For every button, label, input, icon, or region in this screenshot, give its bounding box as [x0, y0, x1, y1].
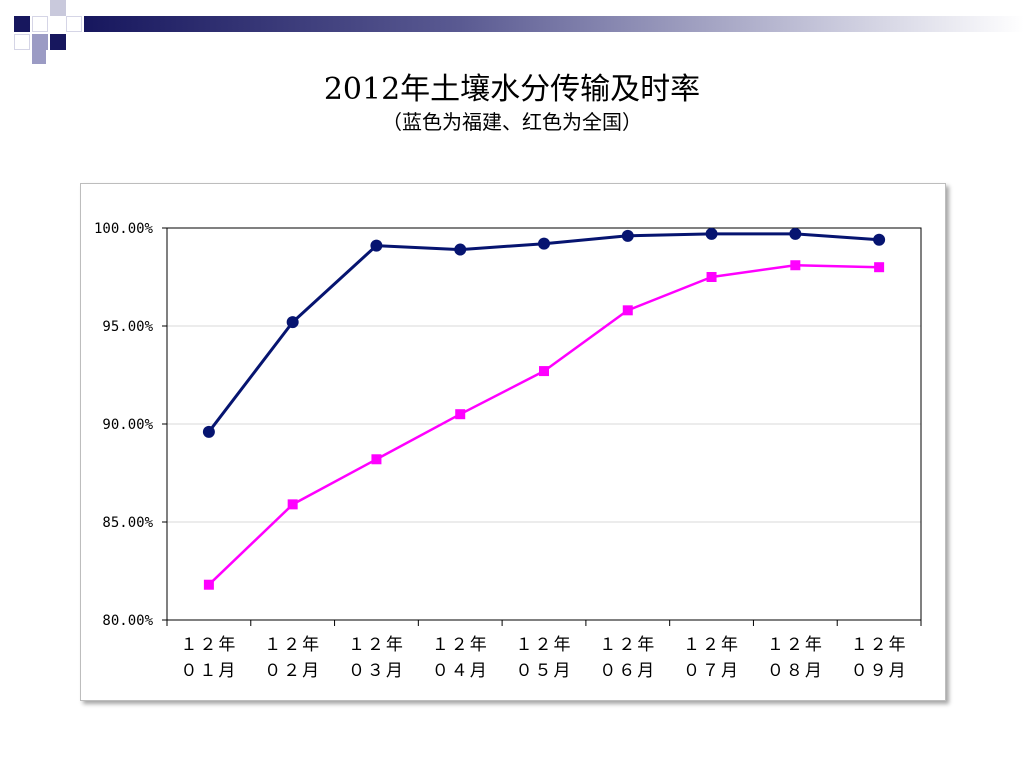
data-point-fujian — [202, 425, 215, 438]
x-tick-label: １２年 — [516, 635, 573, 655]
data-point-national — [203, 579, 214, 590]
x-tick-label: １２年 — [683, 635, 740, 655]
x-tick-label: ０５月 — [516, 661, 573, 681]
x-tick-label: １２年 — [348, 635, 405, 655]
data-point-national — [622, 305, 633, 316]
x-tick-label: １２年 — [599, 635, 656, 655]
data-point-fujian — [621, 229, 634, 242]
x-tick-label: １２年 — [264, 635, 321, 655]
x-tick-label: １２年 — [432, 635, 489, 655]
decor-square — [32, 16, 48, 32]
x-tick-label: ０４月 — [432, 661, 489, 681]
slide-subtitle: （蓝色为福建、红色为全国） — [382, 110, 642, 134]
data-point-national — [790, 260, 801, 271]
decor-square — [32, 34, 48, 50]
x-tick-label: １２年 — [767, 635, 824, 655]
decor-square — [14, 16, 30, 32]
chart-frame — [80, 183, 946, 701]
data-point-fujian — [370, 239, 383, 252]
x-tick-label: ０９月 — [851, 661, 908, 681]
x-tick-label: ０１月 — [180, 661, 237, 681]
decor-square — [32, 50, 46, 64]
plot-area — [166, 227, 922, 621]
data-point-national — [287, 499, 298, 510]
data-point-national — [874, 262, 885, 273]
series-line-national — [208, 263, 880, 586]
decor-square — [50, 0, 66, 16]
decor-square — [66, 16, 82, 32]
x-tick-label: ０３月 — [348, 661, 405, 681]
data-point-fujian — [538, 237, 550, 250]
x-tick-label: ０７月 — [683, 661, 740, 681]
x-tick-label: ０２月 — [264, 661, 321, 681]
data-point-national — [706, 272, 717, 282]
data-point-fujian — [705, 227, 718, 240]
y-tick-label: 90.00% — [102, 417, 153, 433]
y-tick-label: 85.00% — [102, 515, 153, 531]
series-line-fujian — [207, 232, 880, 433]
slide-title: 2012年土壤水分传输及时率 — [323, 72, 701, 107]
x-tick-label: ０８月 — [767, 661, 824, 681]
x-tick-label: ０６月 — [599, 661, 656, 681]
data-point-fujian — [454, 243, 467, 256]
decor-square — [14, 34, 30, 50]
decor-square — [50, 34, 66, 50]
data-point-fujian — [873, 233, 886, 246]
y-tick-label: 95.00% — [102, 319, 153, 335]
data-point-national — [371, 454, 382, 465]
y-tick-label: 80.00% — [102, 613, 153, 629]
data-point-national — [539, 366, 549, 377]
x-tick-label: １２年 — [180, 635, 237, 655]
data-point-fujian — [789, 227, 802, 240]
header-gradient-bar — [84, 16, 1024, 32]
data-point-fujian — [286, 316, 299, 329]
y-tick-label: 100.00% — [94, 221, 154, 237]
x-tick-label: １２年 — [851, 635, 908, 655]
data-point-national — [455, 409, 466, 420]
